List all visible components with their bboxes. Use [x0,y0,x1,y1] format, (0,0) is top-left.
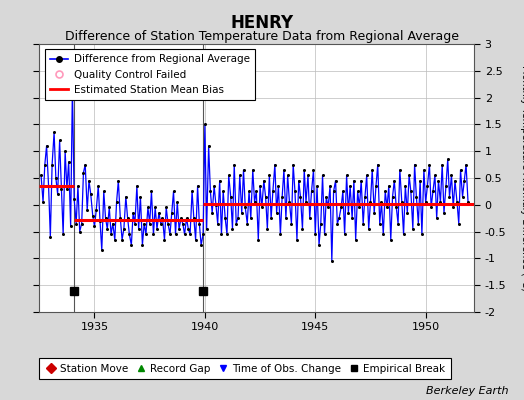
Legend: Difference from Regional Average, Quality Control Failed, Estimated Station Mean: Difference from Regional Average, Qualit… [45,49,255,100]
Text: HENRY: HENRY [231,14,293,32]
Text: Difference of Station Temperature Data from Regional Average: Difference of Station Temperature Data f… [65,30,459,43]
Y-axis label: Monthly Temperature Anomaly Difference (°C): Monthly Temperature Anomaly Difference (… [520,65,524,291]
Legend: Station Move, Record Gap, Time of Obs. Change, Empirical Break: Station Move, Record Gap, Time of Obs. C… [39,358,451,379]
Text: Berkeley Earth: Berkeley Earth [426,386,508,396]
